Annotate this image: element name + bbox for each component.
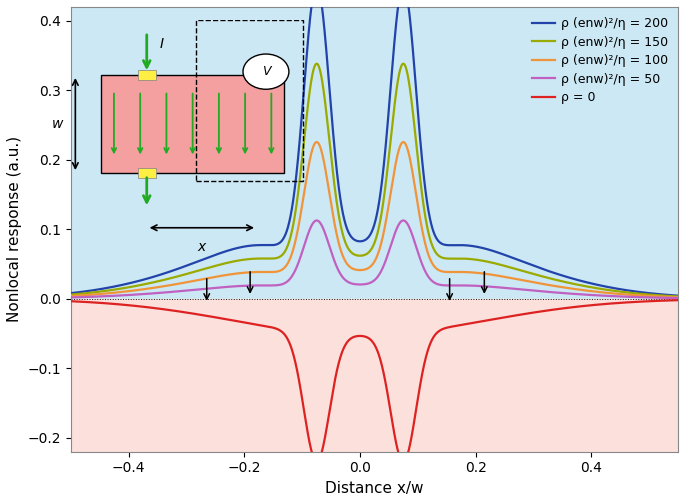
ρ (enw)²/η = 200	[214, 251, 223, 257]
Line: ρ (enw)²/η = 150: ρ (enw)²/η = 150	[71, 64, 678, 296]
ρ (enw)²/η = 200	[208, 253, 216, 259]
ρ = 0	[399, 459, 408, 465]
ρ (enw)²/η = 50	[214, 285, 223, 291]
ρ (enw)²/η = 150	[339, 232, 347, 238]
ρ (enw)²/η = 150	[211, 263, 219, 269]
Line: ρ (enw)²/η = 200: ρ (enw)²/η = 200	[71, 0, 678, 296]
ρ (enw)²/η = 100	[211, 274, 219, 280]
ρ (enw)²/η = 100	[674, 294, 682, 300]
ρ = 0	[339, 347, 347, 353]
ρ (enw)²/η = 150	[66, 292, 75, 298]
ρ (enw)²/η = 150	[312, 61, 321, 67]
ρ (enw)²/η = 150	[296, 177, 304, 183]
ρ (enw)²/η = 50	[211, 285, 219, 291]
Y-axis label: Nonlocal response (a.u.): Nonlocal response (a.u.)	[7, 136, 22, 322]
Legend: ρ (enw)²/η = 200, ρ (enw)²/η = 150, ρ (enw)²/η = 100, ρ (enw)²/η = 50, ρ = 0: ρ (enw)²/η = 200, ρ (enw)²/η = 150, ρ (e…	[528, 13, 672, 108]
ρ (enw)²/η = 150	[208, 264, 216, 270]
X-axis label: Distance x/w: Distance x/w	[325, 481, 424, 496]
ρ (enw)²/η = 50	[66, 294, 75, 300]
ρ = 0	[66, 298, 75, 304]
Line: ρ (enw)²/η = 100: ρ (enw)²/η = 100	[71, 142, 678, 297]
ρ (enw)²/η = 200	[339, 211, 347, 217]
ρ (enw)²/η = 200	[674, 293, 682, 299]
ρ (enw)²/η = 200	[669, 292, 677, 298]
ρ = 0	[208, 314, 216, 320]
ρ (enw)²/η = 50	[296, 256, 304, 262]
ρ (enw)²/η = 200	[296, 137, 304, 143]
ρ (enw)²/η = 50	[674, 295, 682, 301]
Bar	[71, 299, 678, 452]
ρ (enw)²/η = 50	[208, 285, 216, 291]
ρ (enw)²/η = 200	[66, 290, 75, 296]
ρ (enw)²/η = 100	[214, 273, 223, 279]
Line: ρ = 0: ρ = 0	[71, 300, 678, 462]
ρ (enw)²/η = 50	[312, 217, 321, 223]
ρ = 0	[296, 381, 304, 387]
ρ = 0	[669, 297, 677, 303]
ρ = 0	[674, 297, 682, 303]
ρ (enw)²/η = 200	[211, 252, 219, 258]
ρ (enw)²/η = 100	[66, 293, 75, 299]
Line: ρ (enw)²/η = 50: ρ (enw)²/η = 50	[71, 220, 678, 298]
ρ (enw)²/η = 50	[669, 295, 677, 301]
ρ (enw)²/η = 150	[674, 293, 682, 299]
ρ (enw)²/η = 100	[339, 254, 347, 260]
ρ (enw)²/η = 100	[208, 275, 216, 281]
ρ (enw)²/η = 50	[339, 275, 347, 281]
ρ (enw)²/η = 100	[669, 294, 677, 300]
Bar	[71, 7, 678, 299]
ρ (enw)²/η = 150	[214, 262, 223, 268]
ρ = 0	[211, 314, 219, 320]
ρ (enw)²/η = 150	[669, 293, 677, 299]
ρ (enw)²/η = 100	[296, 217, 304, 223]
ρ (enw)²/η = 100	[312, 139, 321, 145]
ρ = 0	[214, 315, 223, 321]
